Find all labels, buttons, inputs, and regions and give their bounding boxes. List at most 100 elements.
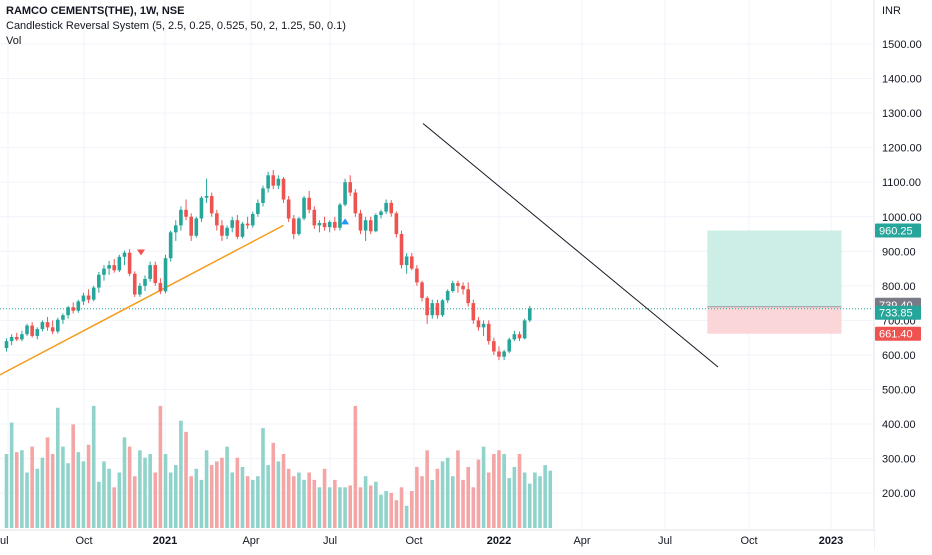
- volume-bar: [374, 481, 378, 528]
- volume-label[interactable]: Vol: [6, 35, 22, 47]
- volume-bar: [348, 485, 353, 528]
- volume-bar: [179, 420, 183, 528]
- candle-body: [158, 283, 163, 292]
- candle-body: [189, 216, 193, 236]
- volume-bar: [163, 454, 168, 528]
- candle-body: [492, 341, 496, 352]
- volume-bar: [56, 407, 60, 528]
- candle-body: [153, 265, 158, 284]
- candle-body: [56, 319, 60, 332]
- volume-bar: [317, 487, 322, 528]
- volume-bar: [168, 472, 173, 528]
- volume-bar: [91, 405, 96, 528]
- volume-bar: [148, 454, 152, 528]
- price-tick-label: 300.00: [882, 454, 916, 466]
- time-tick-label: Apr: [573, 535, 590, 547]
- candle-body: [91, 287, 96, 300]
- volume-bar: [327, 487, 332, 528]
- candle-body: [286, 199, 291, 219]
- candle-body: [440, 300, 445, 316]
- volume-bar: [512, 466, 517, 528]
- volume-bar: [235, 457, 240, 528]
- volume-bar: [30, 446, 34, 528]
- volume-bar: [430, 479, 435, 528]
- trendlines[interactable]: [0, 123, 719, 376]
- time-tick-label: ul: [0, 535, 9, 547]
- volume-bar: [276, 461, 281, 528]
- candle-body: [179, 209, 183, 226]
- symbol-title[interactable]: RAMCO CEMENTS(THE), 1W, NSE: [6, 5, 185, 17]
- volume-bar: [307, 472, 311, 528]
- candle-body: [215, 213, 219, 226]
- candle-body: [312, 209, 317, 226]
- candle-body: [502, 351, 506, 357]
- candle-body: [117, 256, 122, 271]
- orange-trendline[interactable]: [0, 224, 284, 376]
- volume-bar: [522, 472, 527, 528]
- price-tag-label: 960.25: [879, 225, 913, 237]
- candle-body: [507, 339, 512, 352]
- volume-bar: [404, 505, 409, 528]
- candle-body: [209, 196, 214, 214]
- candle-body: [497, 351, 501, 357]
- candle-body: [451, 283, 455, 292]
- price-axis[interactable]: INR 1500.00 1400.00 1300.00 1200.00 1100.00 10…: [873, 0, 932, 550]
- time-tick-label: 2023: [819, 535, 843, 547]
- volume-bar: [158, 405, 163, 528]
- price-tag-stop[interactable]: [875, 326, 921, 341]
- candle-body: [379, 211, 383, 216]
- volume-bar: [338, 487, 342, 528]
- candle-body: [20, 334, 24, 340]
- volume-bar: [456, 450, 460, 528]
- black-trendline[interactable]: [422, 123, 719, 368]
- volume-bar: [50, 454, 55, 528]
- candle-body: [9, 336, 14, 342]
- volume-bar: [261, 428, 265, 528]
- volume-bar: [266, 465, 270, 528]
- volume-bar: [189, 476, 193, 528]
- time-axis[interactable]: ul Oct 2021 Apr Jul Oct 2022 Apr Jul Oct 2023: [0, 529, 874, 550]
- candle-body: [281, 178, 286, 200]
- indicator-label[interactable]: Candlestick Reversal System (5, 2.5, 0.2…: [6, 20, 346, 32]
- volume-bar: [394, 500, 399, 528]
- candle-body: [353, 192, 358, 214]
- volume-bar: [533, 472, 537, 528]
- candle-body: [25, 325, 29, 335]
- volume-bar: [40, 457, 45, 528]
- candle-body: [374, 215, 378, 232]
- candle-body: [415, 268, 419, 283]
- price-tag-target[interactable]: [875, 223, 921, 238]
- volume-bar: [107, 468, 111, 528]
- price-tag-label: 733.85: [879, 308, 913, 320]
- candle-body: [466, 289, 470, 304]
- candle-body: [527, 308, 532, 321]
- volume-bar: [497, 450, 501, 528]
- candle-body: [14, 336, 19, 340]
- stop-zone[interactable]: [707, 306, 842, 334]
- volume-bar: [245, 476, 250, 528]
- price-tag-last[interactable]: [875, 305, 921, 320]
- volume-bar: [476, 459, 481, 528]
- candle-body: [86, 295, 91, 300]
- volume-bar: [194, 468, 199, 528]
- volume-bar: [543, 465, 547, 528]
- volume-bar: [435, 468, 440, 528]
- target-zone[interactable]: [707, 230, 842, 307]
- candle-body: [148, 265, 152, 279]
- candle-body: [456, 283, 460, 286]
- candle-body: [363, 220, 368, 231]
- volume-bar: [451, 476, 455, 528]
- candle-body: [245, 223, 250, 226]
- candle-body: [476, 320, 481, 328]
- volume-bar: [127, 446, 132, 528]
- buy-signal-marker: [341, 218, 350, 225]
- position-zones[interactable]: [0, 230, 873, 334]
- volume-bar: [502, 454, 506, 528]
- candle-body: [143, 278, 147, 286]
- volume-bar: [138, 450, 142, 528]
- volume-bar: [230, 472, 235, 528]
- candle-body: [240, 223, 245, 237]
- candle-body: [220, 225, 224, 236]
